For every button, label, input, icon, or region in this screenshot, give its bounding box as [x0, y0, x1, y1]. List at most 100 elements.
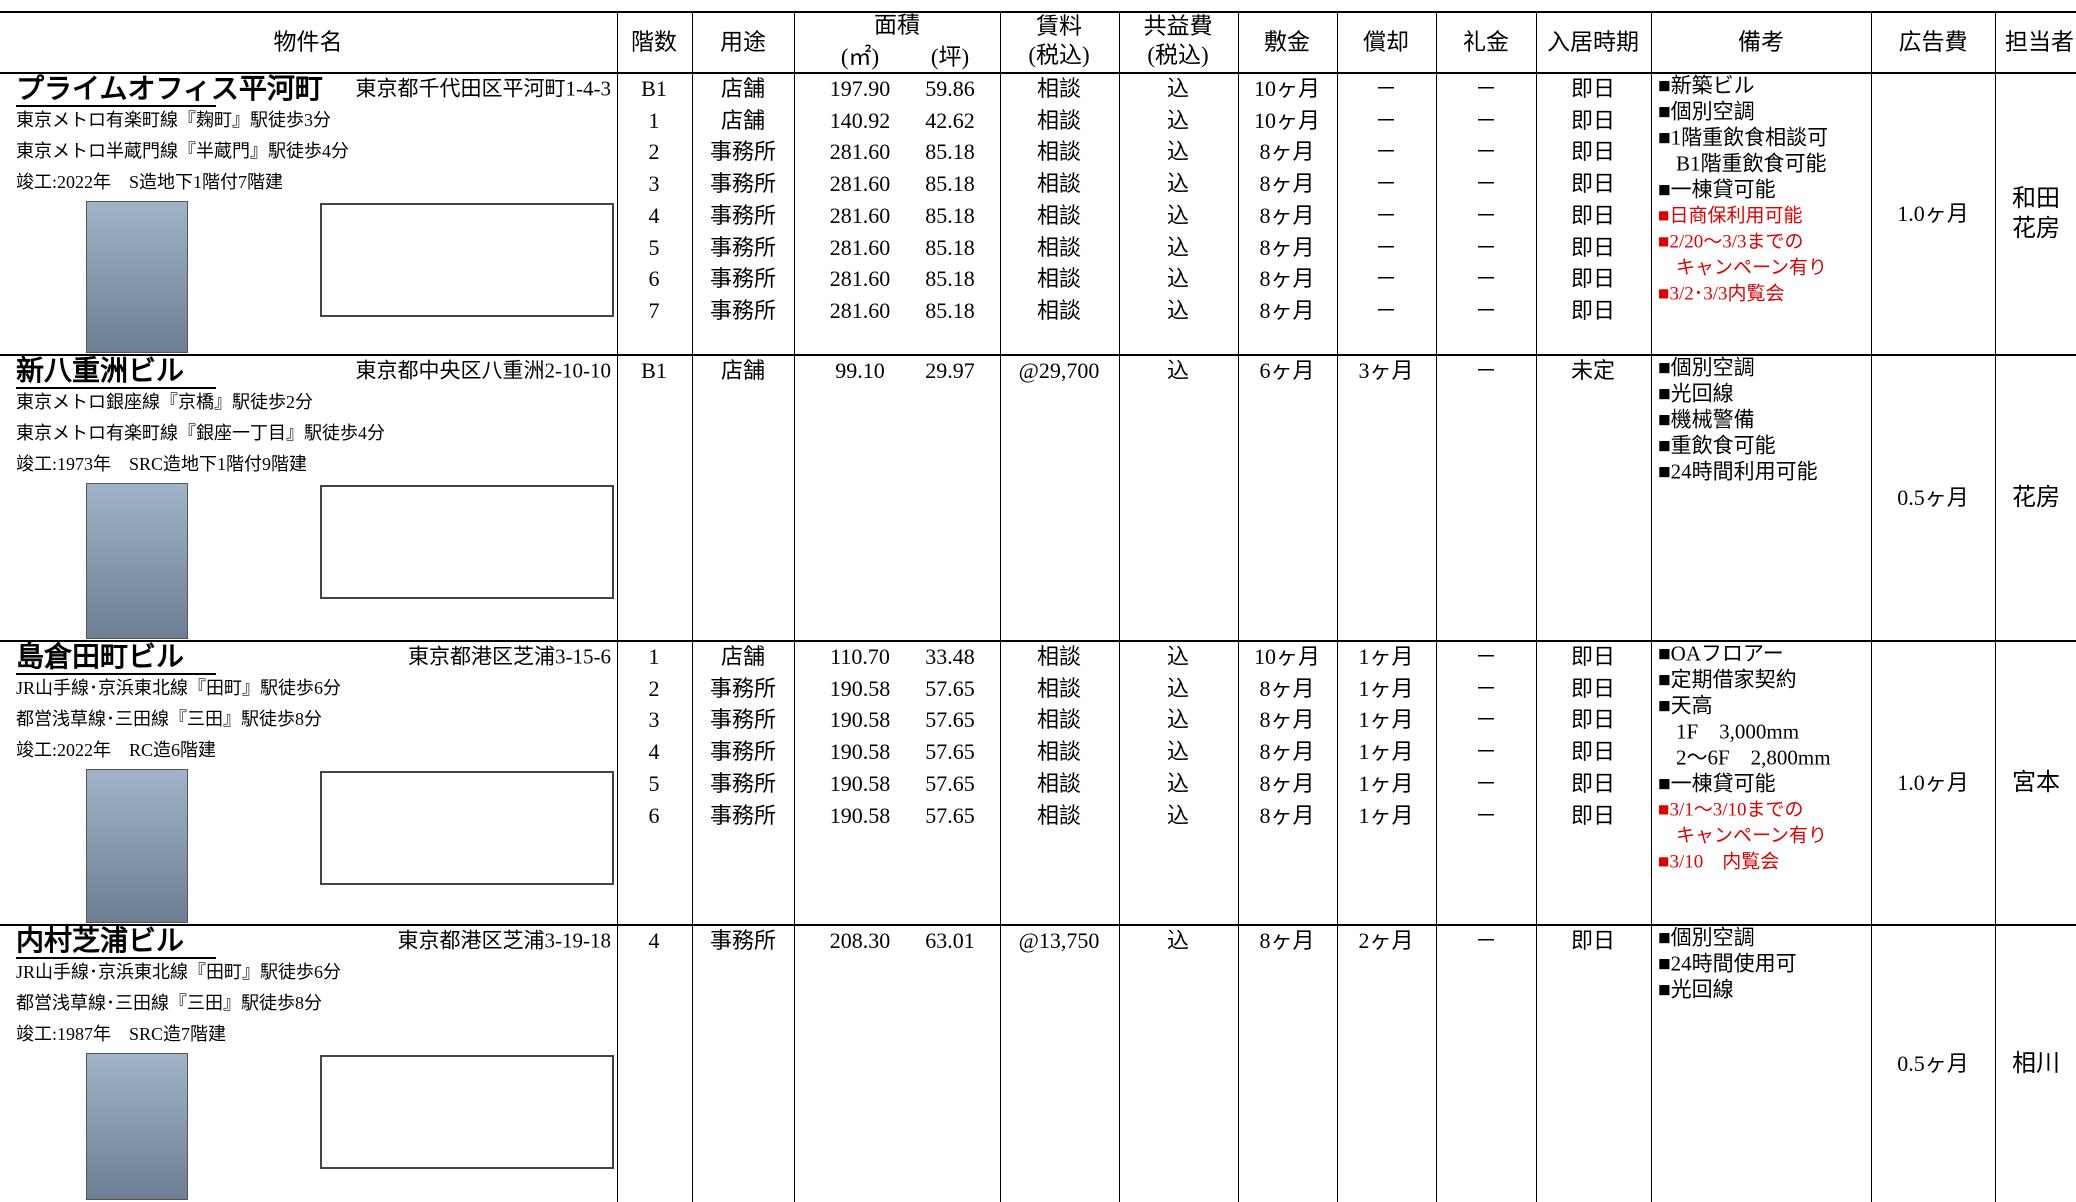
floor-cell: 57.65: [925, 675, 975, 701]
floor-cell: 3ヶ月: [1358, 358, 1414, 383]
floor-cell: 208.30: [829, 928, 891, 953]
remark: ■天高: [1658, 693, 1713, 718]
floor-cell: 相談: [1036, 707, 1082, 733]
floor-cell: 85.18: [925, 266, 975, 292]
header-cell: 階数: [631, 29, 677, 55]
staff: 宮本: [2012, 770, 2060, 796]
floor-cell: －: [1474, 266, 1498, 292]
header-cell: 共益費: [1143, 13, 1213, 39]
floor-cell: 281.60: [829, 171, 891, 197]
header-cell: 物件名: [273, 29, 343, 55]
remark: ■個別空調: [1658, 355, 1755, 380]
header-cell: (坪): [930, 44, 970, 70]
floor-cell: －: [1474, 358, 1498, 383]
floor-cell: －: [1474, 928, 1498, 953]
floor-cell: 8ヶ月: [1259, 297, 1315, 323]
remark: ■OAフロアー: [1658, 641, 1784, 666]
ad-fee: 0.5ヶ月: [1897, 485, 1969, 510]
building-photo: [86, 483, 188, 639]
floor-cell: －: [1374, 107, 1398, 133]
floor-cell: 即日: [1570, 234, 1616, 260]
floor-cell: 190.58: [829, 770, 891, 796]
floor-cell: 即日: [1570, 644, 1616, 669]
floor-cell: 140.92: [829, 107, 891, 133]
name-underline: [16, 105, 216, 107]
rule: [1536, 11, 1537, 1202]
floor-cell: 込: [1166, 675, 1190, 701]
floor-cell: 1ヶ月: [1358, 770, 1414, 796]
floor-cell: 相談: [1036, 739, 1082, 765]
floor-cell: 相談: [1036, 802, 1082, 828]
floor-cell: 190.58: [829, 707, 891, 733]
floor-cell: 190.58: [829, 802, 891, 828]
floor-cell: 相談: [1036, 644, 1082, 669]
floor-cell: 281.60: [829, 297, 891, 323]
remark: ■定期借家契約: [1658, 667, 1797, 692]
floor-cell: －: [1474, 739, 1498, 765]
remark: ■3/1～3/10までの: [1658, 799, 1804, 821]
property-name: 内村芝浦ビル: [16, 924, 185, 957]
access: 都営浅草線･三田線『三田』駅徒歩8分: [16, 993, 322, 1013]
floor-cell: －: [1374, 234, 1398, 260]
floor-cell: 4: [648, 928, 660, 953]
header-cell: 償却: [1363, 29, 1409, 55]
floor-cell: －: [1474, 644, 1498, 669]
floor-cell: 281.60: [829, 234, 891, 260]
floor-cell: 込: [1166, 202, 1190, 228]
floor-cell: B1: [641, 76, 667, 101]
floor-cell: 店舗: [720, 358, 766, 383]
floor-cell: 4: [648, 739, 660, 765]
floor-cell: 8ヶ月: [1259, 770, 1315, 796]
floor-cell: 42.62: [925, 107, 975, 133]
building-photo: [86, 769, 188, 923]
address: 東京都中央区八重洲2-10-10: [355, 358, 612, 383]
access: 東京メトロ有楽町線『銀座一丁目』駅徒歩4分: [16, 423, 385, 443]
floor-cell: －: [1474, 675, 1498, 701]
built-info: 竣工:2022年 S造地下1階付7階建: [16, 172, 284, 192]
floor-cell: 即日: [1570, 266, 1616, 292]
header-cell: 担当者: [2005, 29, 2074, 55]
floor-cell: 相談: [1036, 675, 1082, 701]
floor-cell: 込: [1166, 739, 1190, 765]
floor-cell: －: [1374, 266, 1398, 292]
floor-cell: 込: [1166, 802, 1190, 828]
header-cell: (㎡): [840, 44, 880, 70]
floor-cell: 85.18: [925, 171, 975, 197]
staff: 相川: [2012, 1050, 2060, 1077]
remark: ■機械警備: [1658, 407, 1755, 432]
floor-cell: 事務所: [709, 739, 777, 765]
floor-cell: 店舗: [720, 644, 766, 669]
remark: ■3/10 内覧会: [1658, 851, 1780, 873]
header-cell: 入居時期: [1547, 29, 1639, 55]
staff: 和田: [2012, 186, 2060, 212]
floor-cell: 相談: [1036, 139, 1082, 165]
floor-cell: 6ヶ月: [1259, 358, 1315, 383]
floor-cell: 57.65: [925, 770, 975, 796]
floor-cell: 4: [648, 202, 660, 228]
floor-cell: @13,750: [1018, 928, 1100, 953]
floor-cell: 店舗: [720, 76, 766, 101]
floor-cell: B1: [641, 358, 667, 383]
rule: [0, 11, 2076, 13]
floor-cell: －: [1474, 202, 1498, 228]
floor-cell: －: [1474, 802, 1498, 828]
header-cell: 用途: [720, 29, 766, 55]
floor-cell: 5: [648, 770, 660, 796]
floor-plan: [320, 1055, 614, 1169]
rule: [1000, 11, 1001, 1202]
name-underline: [16, 957, 216, 959]
address: 東京都港区芝浦3-19-18: [397, 928, 612, 953]
floor-cell: 即日: [1570, 928, 1616, 953]
floor-cell: 込: [1166, 644, 1190, 669]
built-info: 竣工:1987年 SRC造7階建: [16, 1024, 227, 1044]
staff: 花房: [2012, 485, 2060, 511]
floor-plan: [320, 203, 614, 317]
floor-cell: 相談: [1036, 297, 1082, 323]
floor-cell: 事務所: [709, 770, 777, 796]
floor-cell: －: [1474, 297, 1498, 323]
access: JR山手線･京浜東北線『田町』駅徒歩6分: [16, 678, 342, 698]
floor-cell: －: [1474, 139, 1498, 165]
floor-cell: 57.65: [925, 707, 975, 733]
floor-cell: 相談: [1036, 266, 1082, 292]
floor-cell: 2: [648, 139, 660, 165]
